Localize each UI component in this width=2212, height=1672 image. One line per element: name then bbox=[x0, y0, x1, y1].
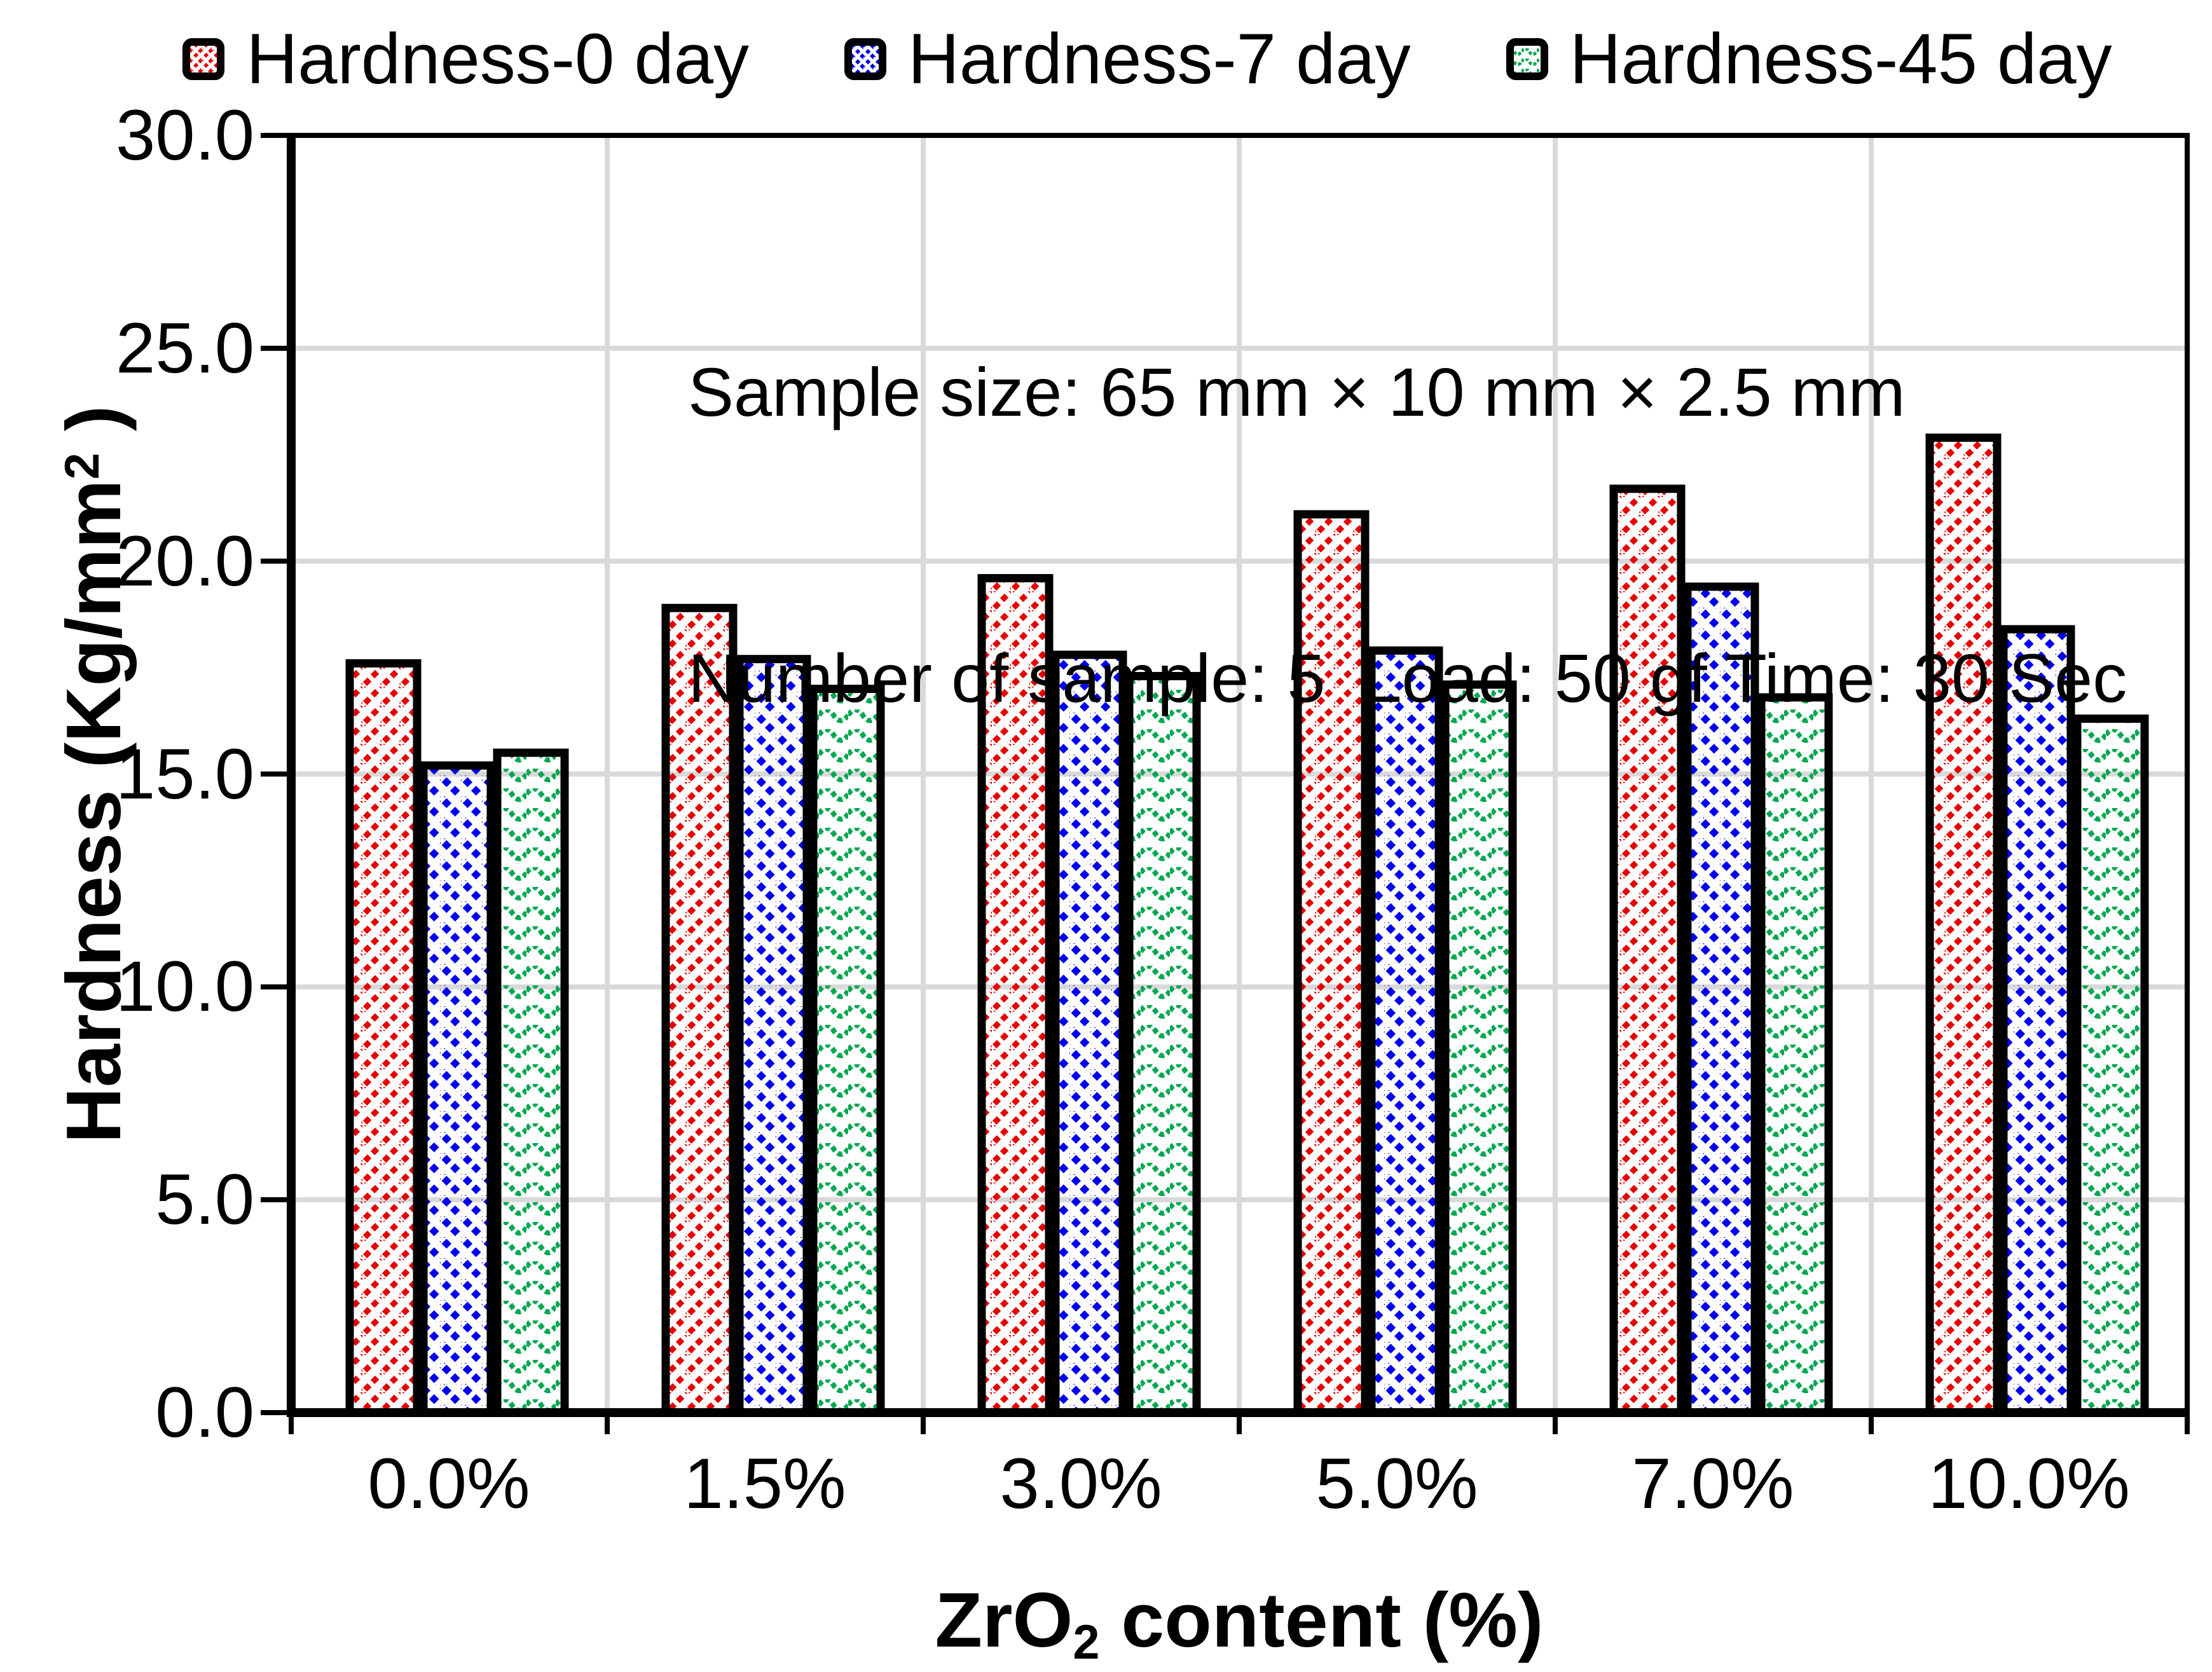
x-axis-title-subscript: 2 bbox=[1073, 1615, 1100, 1669]
legend-swatch-blue-hatch-icon bbox=[844, 38, 887, 80]
annotation: Sample size: 65 mm × 10 mm × 2.5 mm Numb… bbox=[688, 154, 2127, 917]
y-tick-label: 10.0 bbox=[116, 947, 254, 1026]
legend-swatch-green-wave-icon bbox=[1506, 38, 1548, 80]
legend: Hardness-0 day Hardness-7 day bbox=[0, 11, 2212, 107]
bar-series0-cat1 bbox=[661, 603, 738, 1417]
x-tick-label: 7.0% bbox=[1632, 1444, 1794, 1523]
annotation-line-2: Number of sample: 5 Load: 50 gf Time: 30… bbox=[688, 640, 2127, 716]
bar-series2-cat0 bbox=[493, 748, 569, 1417]
y-axis-title: Hardness (Kg/mm2 ) bbox=[50, 405, 137, 1144]
y-tick-label: 5.0 bbox=[155, 1160, 254, 1239]
legend-label: Hardness-0 day bbox=[246, 19, 750, 99]
bar-series0-cat5 bbox=[1925, 433, 2002, 1417]
y-tick-label: 0.0 bbox=[155, 1373, 254, 1452]
y-tick-label: 30.0 bbox=[116, 95, 254, 175]
y-tick-label: 25.0 bbox=[116, 308, 254, 388]
legend-label: Hardness-7 day bbox=[908, 19, 1411, 99]
bar-series1-cat2 bbox=[1051, 650, 1127, 1417]
x-tick-label: 3.0% bbox=[1000, 1444, 1162, 1523]
bar-series1-cat0 bbox=[419, 761, 495, 1417]
x-tick-label: 0.0% bbox=[368, 1444, 530, 1523]
bar-series1-cat3 bbox=[1367, 646, 1443, 1417]
y-tick-label: 15.0 bbox=[116, 734, 254, 814]
legend-item-45day: Hardness-45 day bbox=[1506, 24, 2112, 95]
bar-series1-cat1 bbox=[735, 655, 811, 1417]
x-tick-label: 1.5% bbox=[684, 1444, 846, 1523]
legend-label: Hardness-45 day bbox=[1569, 19, 2112, 99]
legend-item-7day: Hardness-7 day bbox=[844, 24, 1411, 95]
legend-swatch-red-hatch-icon bbox=[182, 38, 225, 80]
bar-series1-cat5 bbox=[1999, 625, 2075, 1417]
x-tick-label: 5.0% bbox=[1316, 1444, 1478, 1523]
bar-series1-cat4 bbox=[1683, 582, 1759, 1417]
x-axis-title: ZrO2 content (%) bbox=[935, 1577, 1544, 1669]
annotation-line-1: Sample size: 65 mm × 10 mm × 2.5 mm bbox=[688, 353, 1906, 430]
legend-item-0day: Hardness-0 day bbox=[182, 24, 749, 95]
bar-series0-cat4 bbox=[1609, 484, 1686, 1417]
y-tick-label: 20.0 bbox=[116, 521, 254, 601]
bar-series0-cat0 bbox=[345, 659, 422, 1417]
y-axis-title-superscript: 2 bbox=[56, 453, 109, 480]
bar-series0-cat3 bbox=[1293, 510, 1370, 1417]
x-tick-label: 10.0% bbox=[1928, 1444, 2130, 1523]
